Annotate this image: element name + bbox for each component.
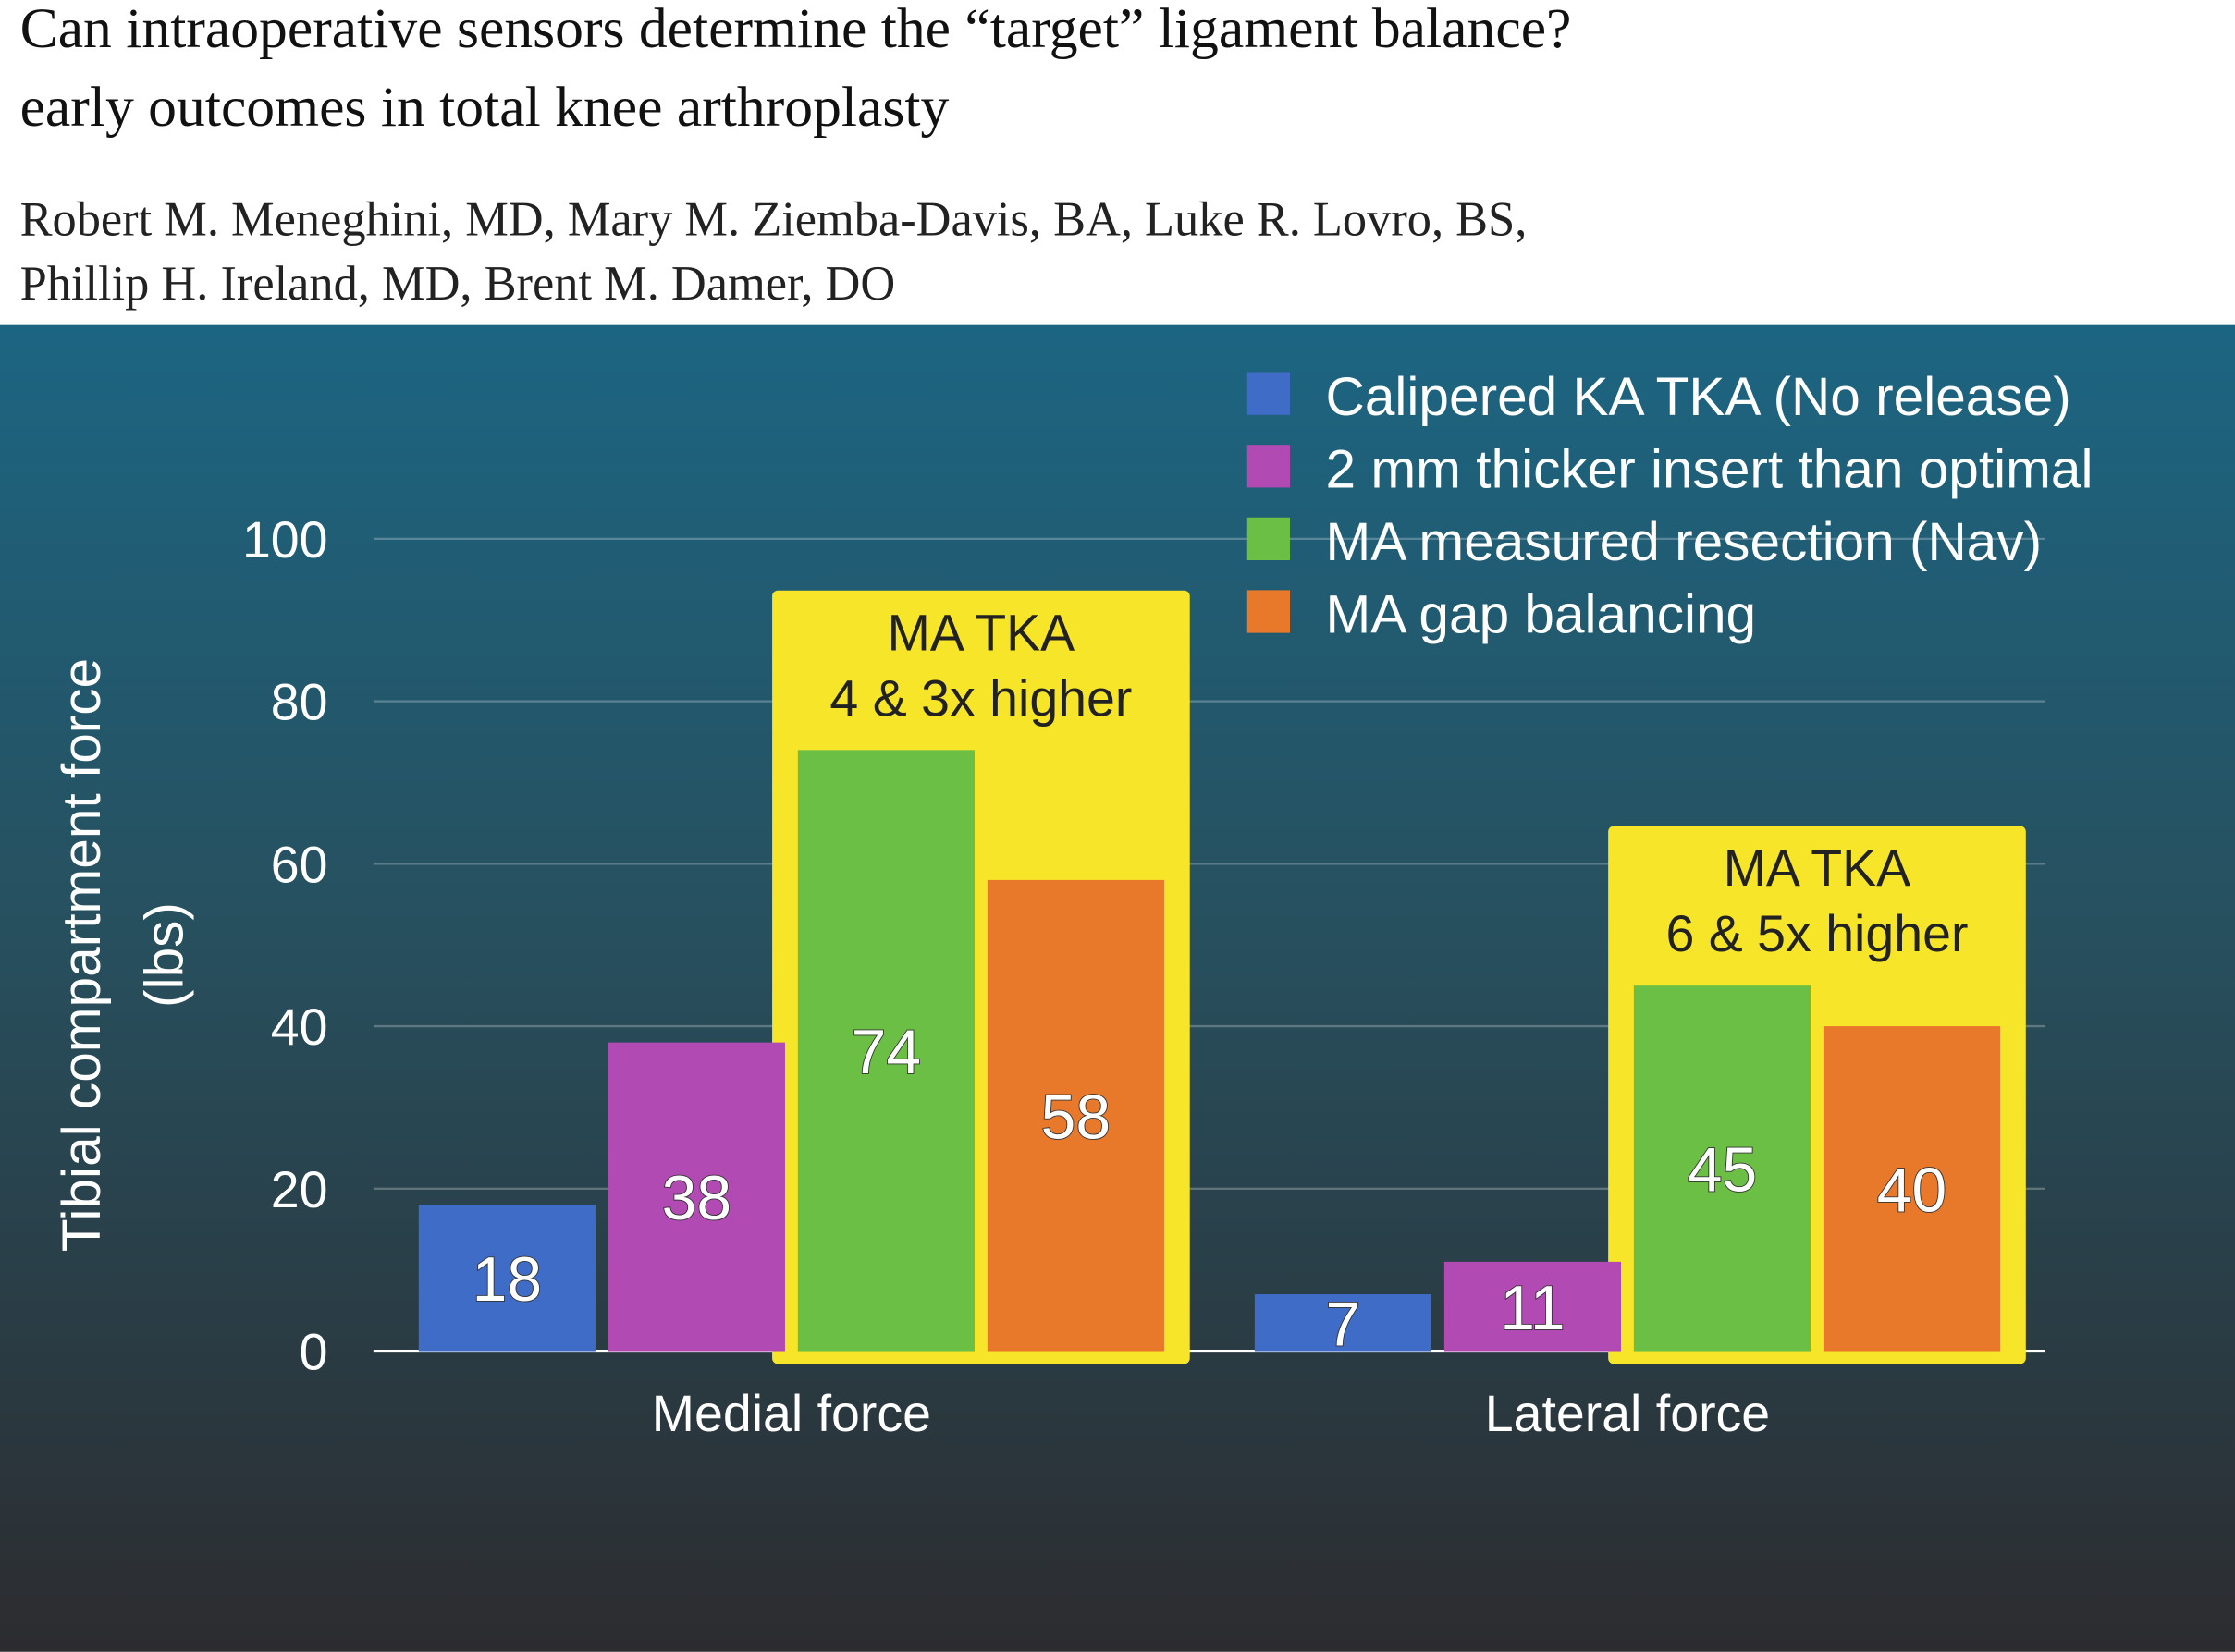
bar xyxy=(608,1042,785,1352)
y-axis-label: Tibial compartment force xyxy=(52,658,112,1252)
legend-label: 2 mm thicker insert than optimal xyxy=(1326,439,2094,499)
data-label: 74 xyxy=(852,1018,921,1087)
bar xyxy=(797,750,975,1352)
legend-label: Calipered KA TKA (No release) xyxy=(1326,367,2071,427)
annotation-text: MA TKA xyxy=(888,604,1075,661)
authors-line: Robert M. Meneghini, MD, Mary M. Ziemba-… xyxy=(20,193,1528,247)
authors-line: Phillip H. Ireland, MD, Brent M. Damer, … xyxy=(20,257,896,311)
data-label: 45 xyxy=(1688,1135,1757,1205)
y-tick-label: 100 xyxy=(242,511,328,569)
bar xyxy=(1823,1026,2001,1352)
annotation-text: MA TKA xyxy=(1724,839,1911,897)
data-label: 7 xyxy=(1326,1290,1361,1359)
bar xyxy=(1633,985,1811,1352)
bar xyxy=(1254,1294,1432,1352)
data-label: 11 xyxy=(1500,1274,1565,1343)
legend-label: MA gap balancing xyxy=(1326,585,1757,645)
y-tick-label: 80 xyxy=(271,674,328,731)
legend-swatch xyxy=(1246,372,1291,415)
y-tick-label: 60 xyxy=(271,836,328,893)
legend-swatch xyxy=(1246,445,1291,488)
data-label: 40 xyxy=(1877,1156,1946,1225)
y-tick-label: 0 xyxy=(300,1324,328,1381)
x-tick-label: Medial force xyxy=(652,1385,931,1442)
legend-swatch xyxy=(1246,517,1291,561)
y-tick-label: 40 xyxy=(271,998,328,1056)
title-line: Can intraoperative sensors determine the… xyxy=(20,0,1572,60)
data-label: 38 xyxy=(662,1164,731,1233)
title-line: early outcomes in total knee arthroplast… xyxy=(20,76,950,139)
annotation-text: 4 & 3x higher xyxy=(829,669,1132,727)
bar xyxy=(1443,1261,1622,1352)
data-label: 58 xyxy=(1041,1083,1111,1152)
x-tick-label: Lateral force xyxy=(1485,1385,1770,1442)
y-tick-label: 20 xyxy=(271,1161,328,1218)
annotation-text: 6 & 5x higher xyxy=(1665,905,1968,962)
legend-label: MA measured resection (Nav) xyxy=(1326,512,2043,572)
y-axis-label: (lbs) xyxy=(134,902,194,1008)
bar xyxy=(418,1205,596,1352)
data-label: 18 xyxy=(473,1245,542,1315)
legend-swatch xyxy=(1246,590,1291,633)
bar xyxy=(987,879,1164,1352)
